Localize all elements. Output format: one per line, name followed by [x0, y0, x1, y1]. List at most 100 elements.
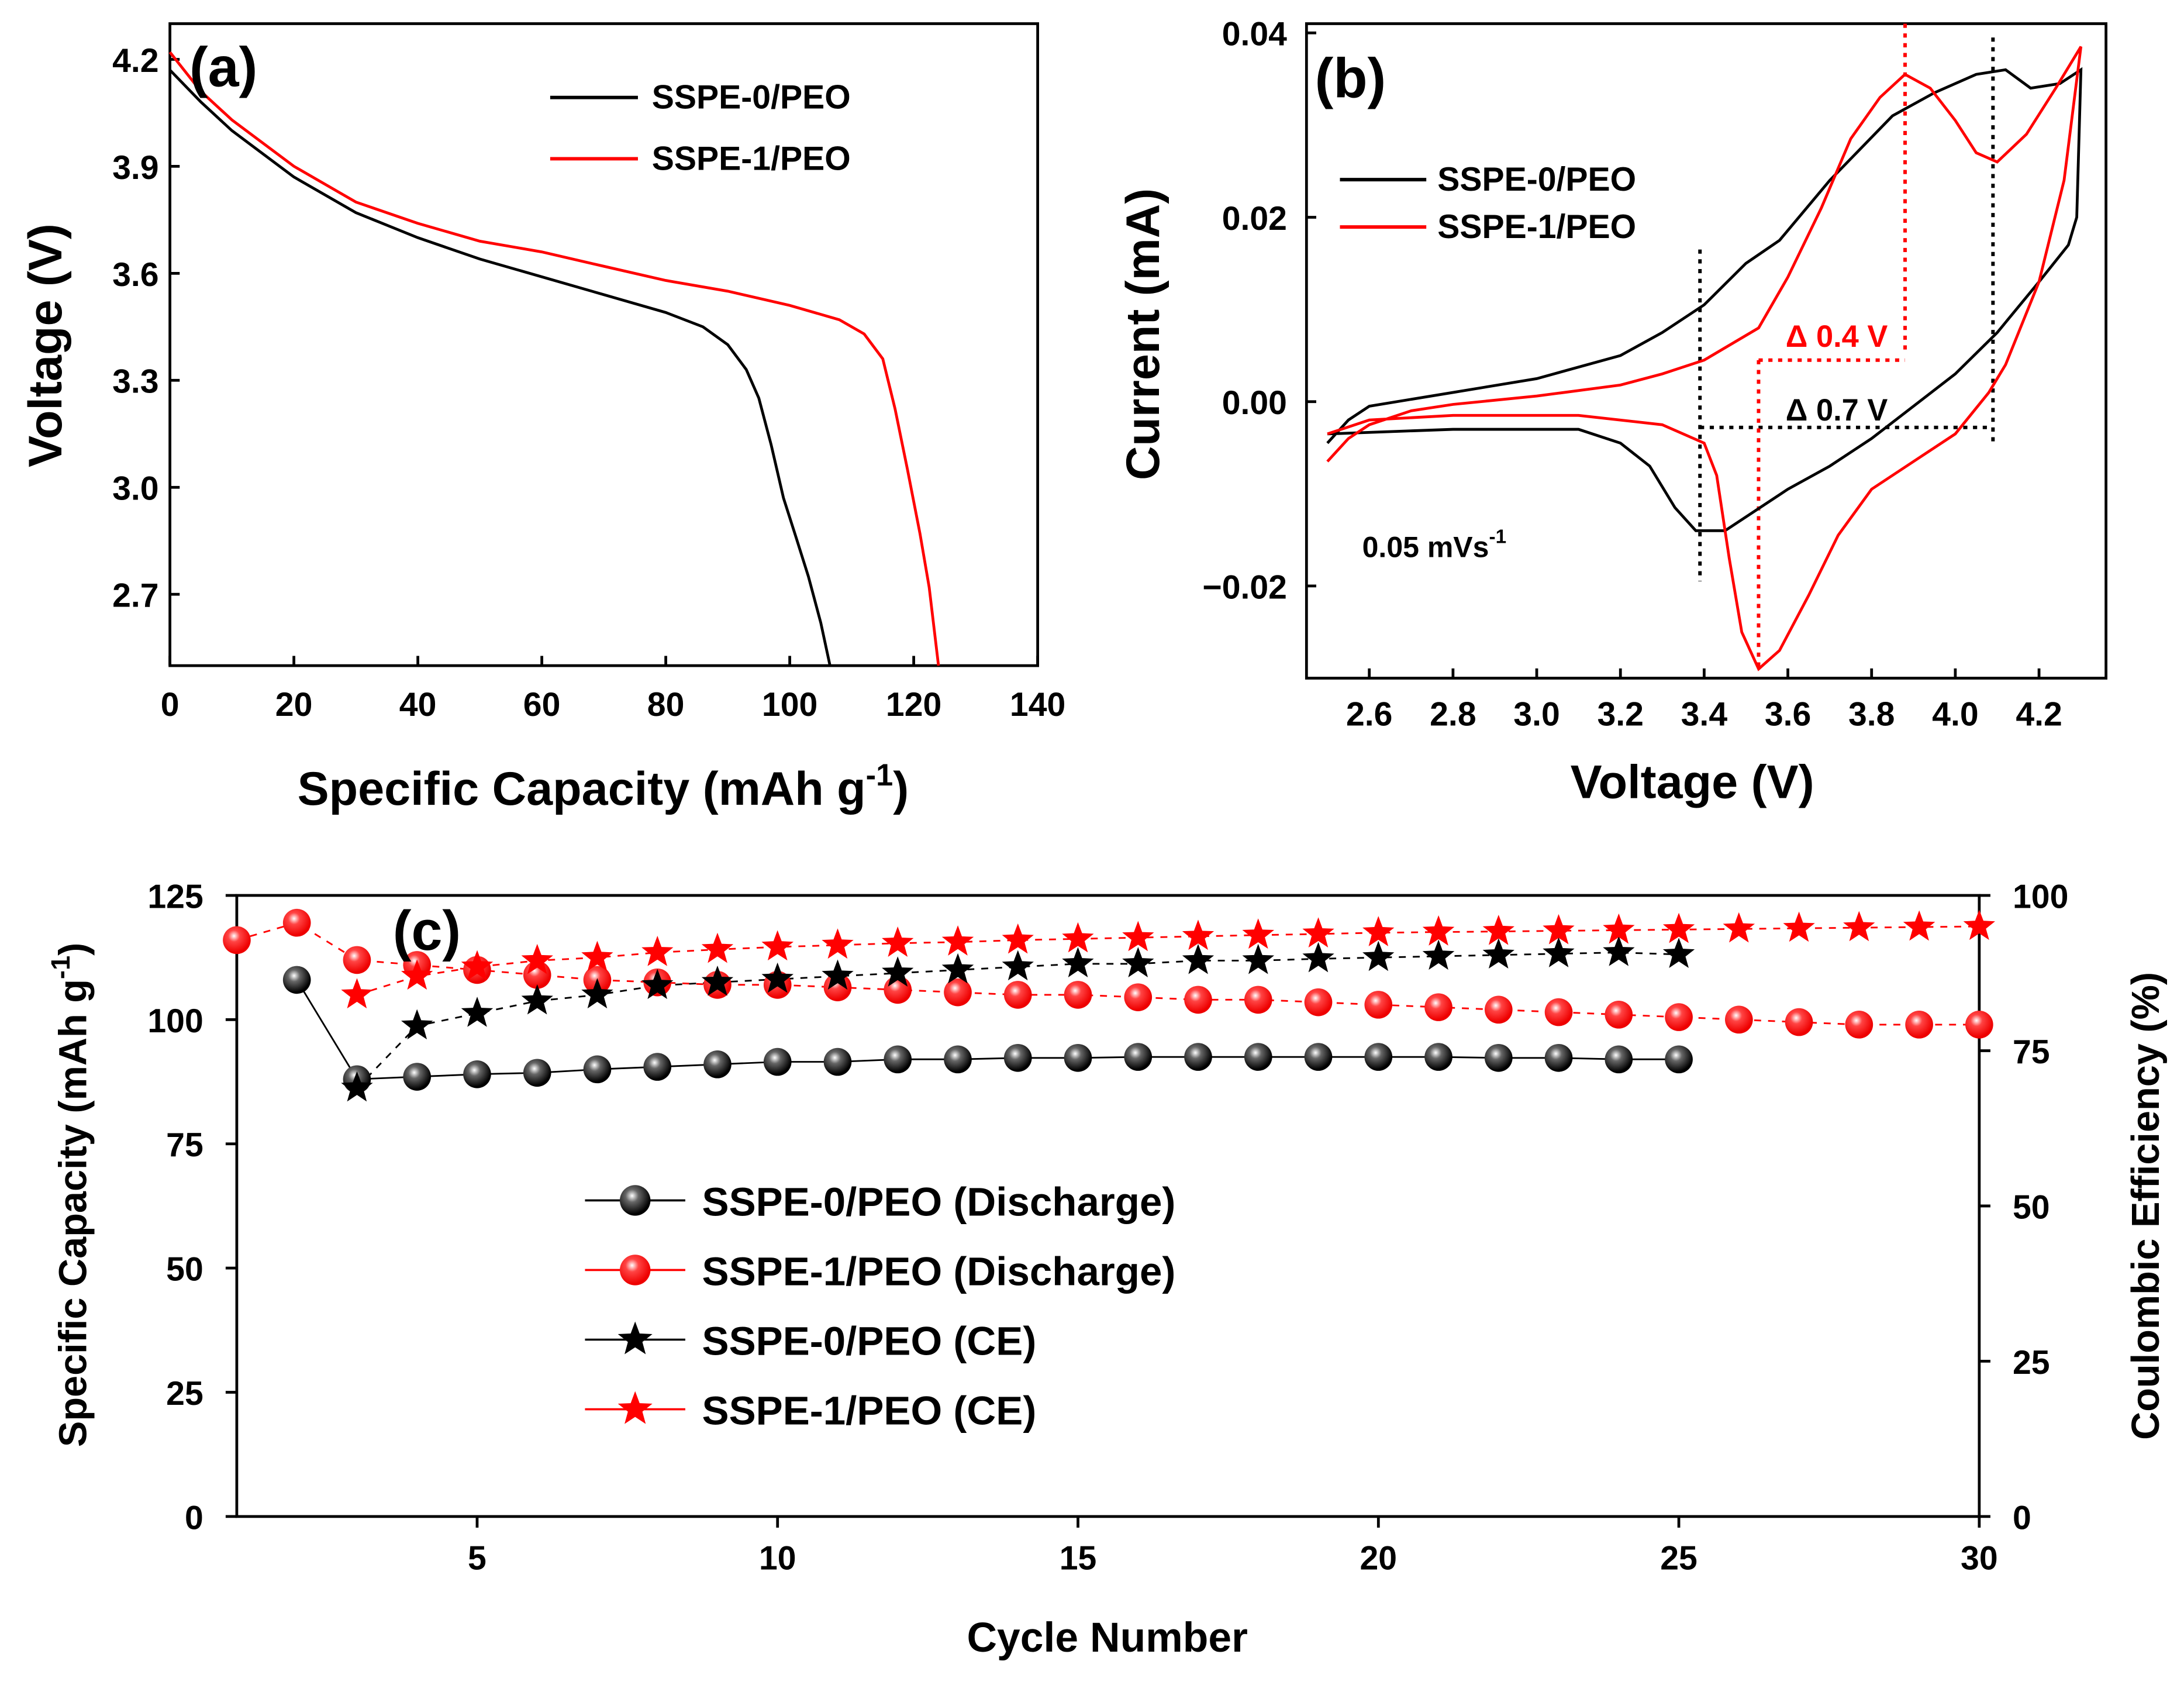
- y2-tick-label: 50: [2013, 1188, 2050, 1226]
- x-label-main: Specific Capacity (mAh g: [298, 763, 866, 815]
- sphere-marker: [1364, 991, 1393, 1019]
- y-tick-label: 0.00: [1222, 384, 1287, 422]
- star-marker: [882, 926, 914, 957]
- sphere-marker: [1785, 1008, 1813, 1036]
- star-marker: [641, 969, 674, 1000]
- star-marker: [701, 932, 734, 963]
- plot-frame: [1305, 22, 2107, 680]
- x-tick-label: 4.2: [2016, 696, 2062, 733]
- sphere-marker: [1124, 983, 1153, 1011]
- y-label-end: ): [52, 943, 95, 956]
- x-tick-label: 3.8: [1848, 696, 1895, 733]
- x-tick-label: 25: [1660, 1539, 1697, 1577]
- star-marker: [1603, 936, 1635, 966]
- sphere-marker: [763, 1047, 792, 1076]
- legend-label: SSPE-0/PEO: [652, 79, 851, 116]
- x-tick-label: 60: [523, 686, 561, 723]
- sphere-marker: [1484, 1043, 1513, 1072]
- x-tick-label: 140: [1010, 686, 1065, 723]
- panel-a: 0 20 40 60 80 100 120 140 2.7 3.0 3.3 3.6 3.9 4.2 (a) S…: [19, 22, 1065, 815]
- sphere-marker: [944, 1045, 972, 1074]
- y-tick-label: 75: [166, 1126, 203, 1164]
- star-marker: [1122, 947, 1154, 977]
- series-line-SSPE-0/PEO: [168, 69, 831, 666]
- star-marker: [882, 956, 914, 987]
- series-line-SSPE-0/PEO (Discharge): [296, 979, 1679, 1080]
- y-tick-label: 4.2: [112, 42, 158, 80]
- sphere-marker: [1124, 1043, 1153, 1071]
- star-marker: [1362, 916, 1395, 946]
- star-marker: [521, 943, 553, 974]
- star-marker: [1362, 940, 1395, 971]
- sphere-marker: [223, 926, 251, 955]
- sphere-marker: [823, 1047, 852, 1076]
- star-marker: [1723, 912, 1755, 943]
- x-tick-label: 80: [647, 686, 685, 723]
- y2-tick-label: 100: [2013, 878, 2068, 915]
- panel-label: (c): [393, 900, 461, 962]
- panel-label: (a): [189, 37, 257, 99]
- sphere-marker: [1845, 1011, 1874, 1039]
- y-tick-label: 3.6: [112, 256, 158, 294]
- star-marker: [941, 953, 974, 984]
- y-tick-label: 2.7: [112, 577, 158, 615]
- panel-c: 5 10 15 20 25 30 0 25 50 75 100 125 0 25 50 75 100 (c) SSP…: [46, 878, 2168, 1660]
- sphere-marker: [282, 966, 311, 994]
- sphere-marker: [944, 978, 972, 1007]
- scan-rate-sup: -1: [1489, 526, 1506, 548]
- star-marker: [341, 1071, 373, 1102]
- star-marker: [1662, 938, 1695, 969]
- sphere-marker: [403, 1063, 432, 1091]
- series-line-SSPE-0/PEO: [1326, 67, 2083, 532]
- sphere-marker: [1605, 1001, 1633, 1029]
- x-tick-label: 4.0: [1932, 696, 1978, 733]
- plot-frame: [168, 22, 1039, 667]
- star-marker: [1302, 917, 1334, 948]
- y-tick-label: 125: [147, 878, 203, 915]
- y-axis-label: Voltage (V): [19, 223, 72, 467]
- star-marker: [1062, 947, 1094, 977]
- y-tick-label: 0: [185, 1499, 203, 1536]
- sphere-marker: [523, 1059, 551, 1087]
- y-axis-label: Specific Capacity (mAh g-1): [46, 943, 95, 1448]
- sphere-marker: [1544, 998, 1573, 1026]
- star-marker: [401, 959, 433, 990]
- series-line-SSPE-0/PEO (CE): [356, 952, 1679, 1089]
- sphere-marker: [1064, 1043, 1092, 1072]
- x-tick-label: 120: [886, 686, 941, 723]
- star-marker: [1182, 943, 1215, 974]
- x-tick-label: 40: [399, 686, 437, 723]
- x-tick-label: 3.4: [1681, 696, 1728, 733]
- star-marker: [401, 1009, 433, 1040]
- star-marker: [461, 950, 494, 981]
- y-label-main: Specific Capacity (mAh g: [52, 979, 95, 1447]
- sphere-marker: [1965, 1011, 1993, 1039]
- y-label-sup: -1: [46, 956, 75, 979]
- star-marker: [1422, 939, 1455, 970]
- x-tick-label: 30: [1961, 1539, 1998, 1577]
- y2-tick-label: 25: [2013, 1344, 2050, 1381]
- star-marker: [1603, 913, 1635, 944]
- y2-axis-label: Coulombic Efficiency (%): [2124, 972, 2168, 1440]
- legend-label: SSPE-0/PEO (CE): [702, 1318, 1037, 1364]
- sphere-marker: [884, 1045, 912, 1074]
- star-marker: [341, 978, 373, 1009]
- star-marker: [941, 925, 974, 956]
- sphere-marker: [583, 1055, 612, 1084]
- star-marker: [461, 997, 494, 1027]
- star-marker: [1783, 911, 1815, 942]
- star-marker: [1963, 909, 1995, 940]
- star-marker: [701, 965, 734, 996]
- sphere-marker: [1484, 995, 1513, 1024]
- x-tick-label: 3.0: [1513, 696, 1559, 733]
- y-tick-label: 100: [147, 1002, 203, 1040]
- star-marker: [521, 984, 553, 1015]
- star-marker: [1422, 915, 1455, 946]
- star-marker: [1482, 938, 1514, 969]
- star-marker: [1122, 921, 1154, 952]
- star-marker: [1182, 919, 1215, 950]
- x-label-sup: -1: [866, 759, 893, 792]
- star-marker: [1002, 923, 1034, 954]
- star-marker: [1242, 943, 1275, 974]
